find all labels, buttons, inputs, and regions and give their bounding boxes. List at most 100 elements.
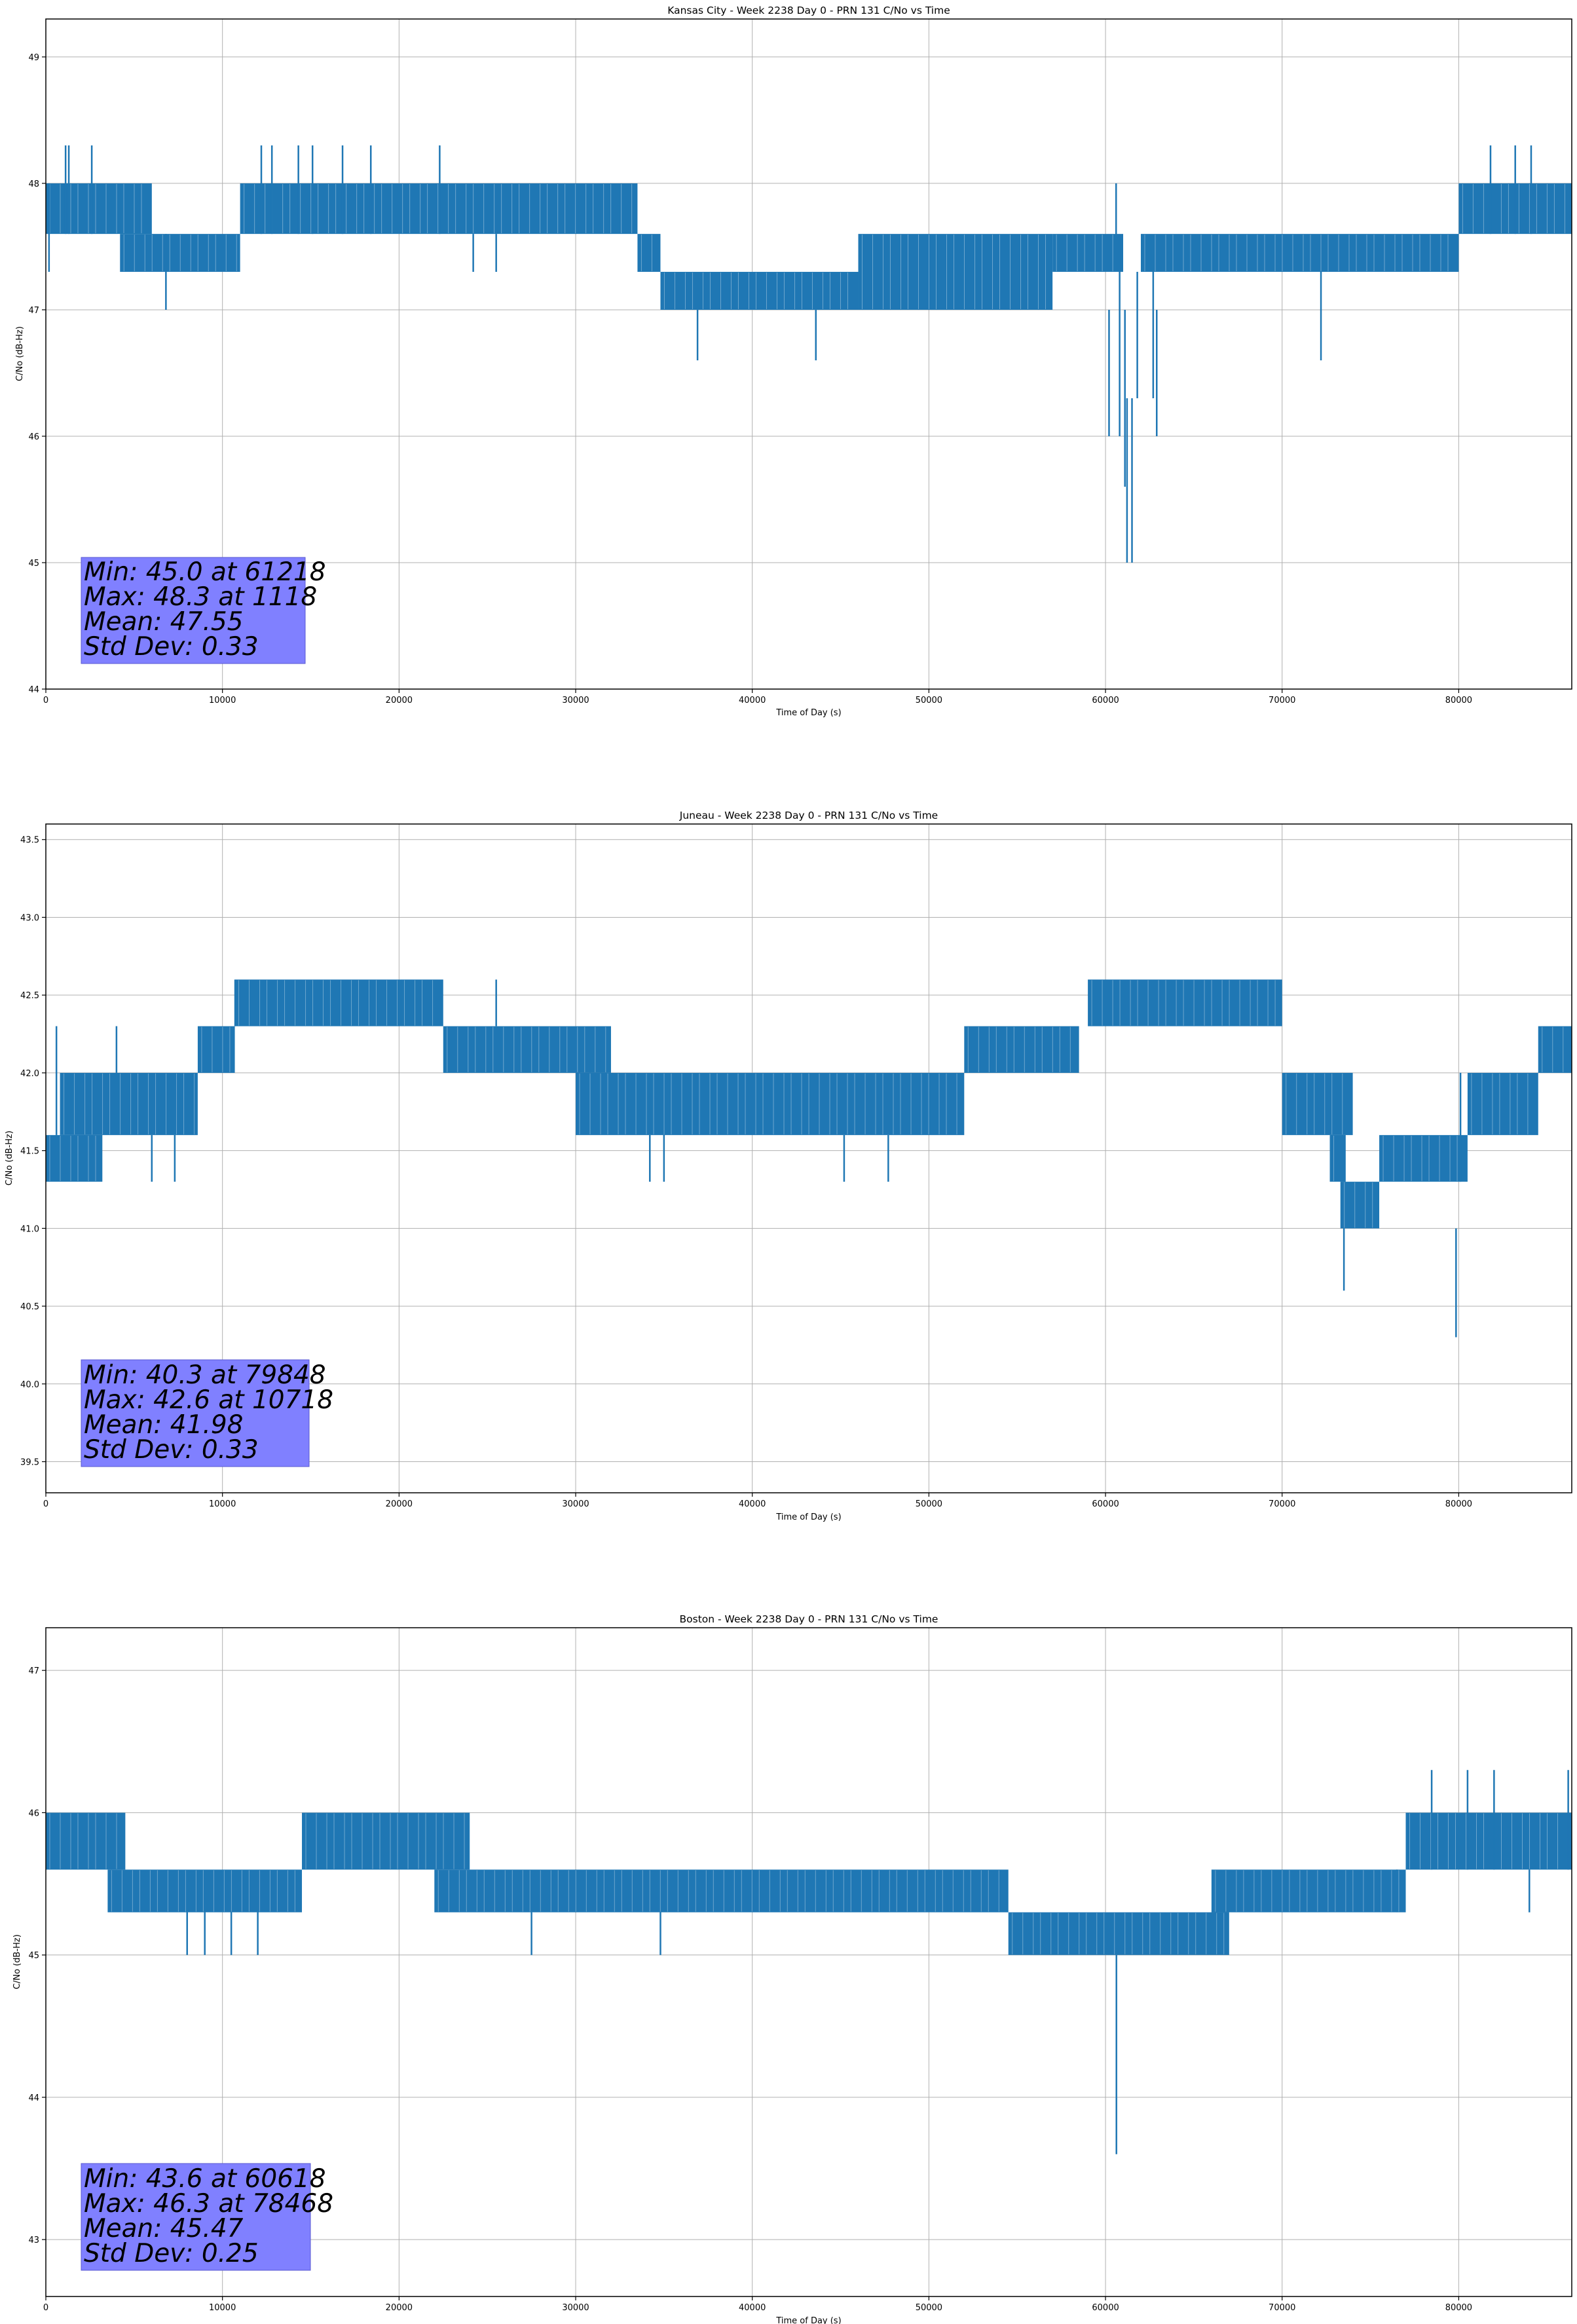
data-band [197,1026,235,1073]
x-tick-label: 10000 [209,2303,236,2313]
y-tick-label: 44 [28,2093,39,2103]
x-tick-label: 80000 [1445,2303,1472,2313]
data-band [46,1812,126,1870]
plot-frame [45,823,1572,1493]
x-axis-label: Time of Day (s) [775,708,841,718]
stats-mean: Mean: 41.98 [84,1410,243,1440]
x-tick-label: 20000 [386,2303,413,2313]
data-band [637,234,661,272]
y-tick-label: 46 [28,1809,39,1818]
x-tick-label: 50000 [916,2303,942,2313]
chart-title: Boston - Week 2238 Day 0 - PRN 131 C/No … [680,1613,938,1625]
y-tick-label: 43 [28,2236,39,2245]
y-tick-label: 48 [28,179,39,189]
data-band [107,1869,303,1913]
stats-min: Min: 40.3 at 79848 [84,1360,326,1390]
stats-std-dev: Std Dev: 0.25 [84,2239,259,2268]
data-band [434,1869,1009,1913]
data-band [1140,234,1459,272]
data-band [858,234,1053,310]
plot-frame [45,18,1572,690]
stats-std-dev: Std Dev: 0.33 [84,632,259,662]
x-tick-label: 50000 [916,696,942,705]
x-axis-label: Time of Day (s) [775,2316,841,2324]
stats-box [81,557,306,664]
x-tick-label: 70000 [1269,1499,1295,1509]
data-band [240,183,638,234]
y-axis-label: C/No (dB-Hz) [12,1934,22,1989]
chart-panel-kansas-city: 0 10000 20000 30000 40000 50000 60000 70000 8000… [15,5,1572,718]
data-band [1211,1869,1406,1913]
data-band [120,234,240,272]
y-tick-label: 43.5 [20,836,39,846]
stats-mean: Mean: 45.47 [84,2214,244,2243]
data-band [964,1026,1079,1073]
x-tick-label: 80000 [1445,696,1472,705]
y-tick-label: 42.5 [20,991,39,1001]
x-tick-label: 10000 [209,1499,236,1509]
data-band [46,1134,103,1182]
y-tick-label: 45 [28,1951,39,1961]
data-band [1538,1026,1572,1073]
data-band [1379,1134,1468,1182]
data-band [443,1026,611,1073]
x-tick-label: 20000 [386,1499,413,1509]
x-tick-label: 40000 [739,696,766,705]
data-band [234,979,443,1026]
data-band [1329,1134,1346,1182]
x-tick-label: 40000 [739,2303,766,2313]
x-tick-label: 60000 [1092,696,1119,705]
y-tick-label: 41.5 [20,1147,39,1157]
data-band [1008,1912,1229,1955]
chart-panel-boston: 0 10000 20000 30000 40000 50000 60000 70000 8000… [12,1613,1572,2324]
stats-max: Max: 46.3 at 78468 [84,2189,333,2219]
y-axis-label: C/No (dB-Hz) [5,1131,14,1186]
stats-std-dev: Std Dev: 0.33 [84,1435,259,1465]
data-band [302,1812,470,1870]
data-band [660,272,859,310]
data-band [1088,979,1282,1026]
stats-min: Min: 43.6 at 60618 [84,2164,326,2194]
chart-title: Juneau - Week 2238 Day 0 - PRN 131 C/No … [679,810,938,821]
data-band [46,183,152,234]
y-tick-label: 40.0 [20,1380,39,1390]
stats-min: Min: 45.0 at 61218 [84,557,326,587]
chart-panel-juneau: 0 10000 20000 30000 40000 50000 60000 70000 8000… [5,810,1572,1522]
x-tick-label: 0 [43,2303,48,2313]
x-tick-label: 80000 [1445,1499,1472,1509]
x-tick-label: 30000 [562,1499,589,1509]
data-band [1052,234,1124,272]
x-tick-label: 0 [43,696,48,705]
x-tick-label: 20000 [386,696,413,705]
stats-box [81,2163,311,2271]
x-tick-label: 70000 [1269,2303,1295,2313]
y-tick-label: 49 [28,53,39,63]
stats-max: Max: 48.3 at 1118 [84,582,317,612]
y-tick-label: 44 [28,685,39,695]
x-tick-label: 70000 [1269,696,1295,705]
y-tick-label: 47 [28,306,39,316]
y-tick-label: 45 [28,559,39,569]
data-band [1405,1812,1572,1870]
y-tick-label: 46 [28,432,39,442]
x-tick-label: 0 [43,1499,48,1509]
x-tick-label: 10000 [209,696,236,705]
x-tick-label: 60000 [1092,2303,1119,2313]
chart-title: Kansas City - Week 2238 Day 0 - PRN 131 … [667,5,950,16]
y-tick-label: 39.5 [20,1458,39,1468]
data-band [1467,1072,1538,1135]
x-axis-label: Time of Day (s) [775,1512,841,1522]
data-band [1282,1072,1353,1135]
x-tick-label: 40000 [739,1499,766,1509]
y-tick-label: 47 [28,1666,39,1676]
data-band [60,1072,198,1135]
stats-mean: Mean: 47.55 [84,607,243,637]
data-band [576,1072,965,1135]
x-tick-label: 50000 [916,1499,942,1509]
y-tick-label: 40.5 [20,1302,39,1312]
stats-max: Max: 42.6 at 10718 [84,1385,333,1415]
x-tick-label: 60000 [1092,1499,1119,1509]
y-tick-label: 43.0 [20,913,39,923]
y-axis-label: C/No (dB-Hz) [15,326,25,381]
